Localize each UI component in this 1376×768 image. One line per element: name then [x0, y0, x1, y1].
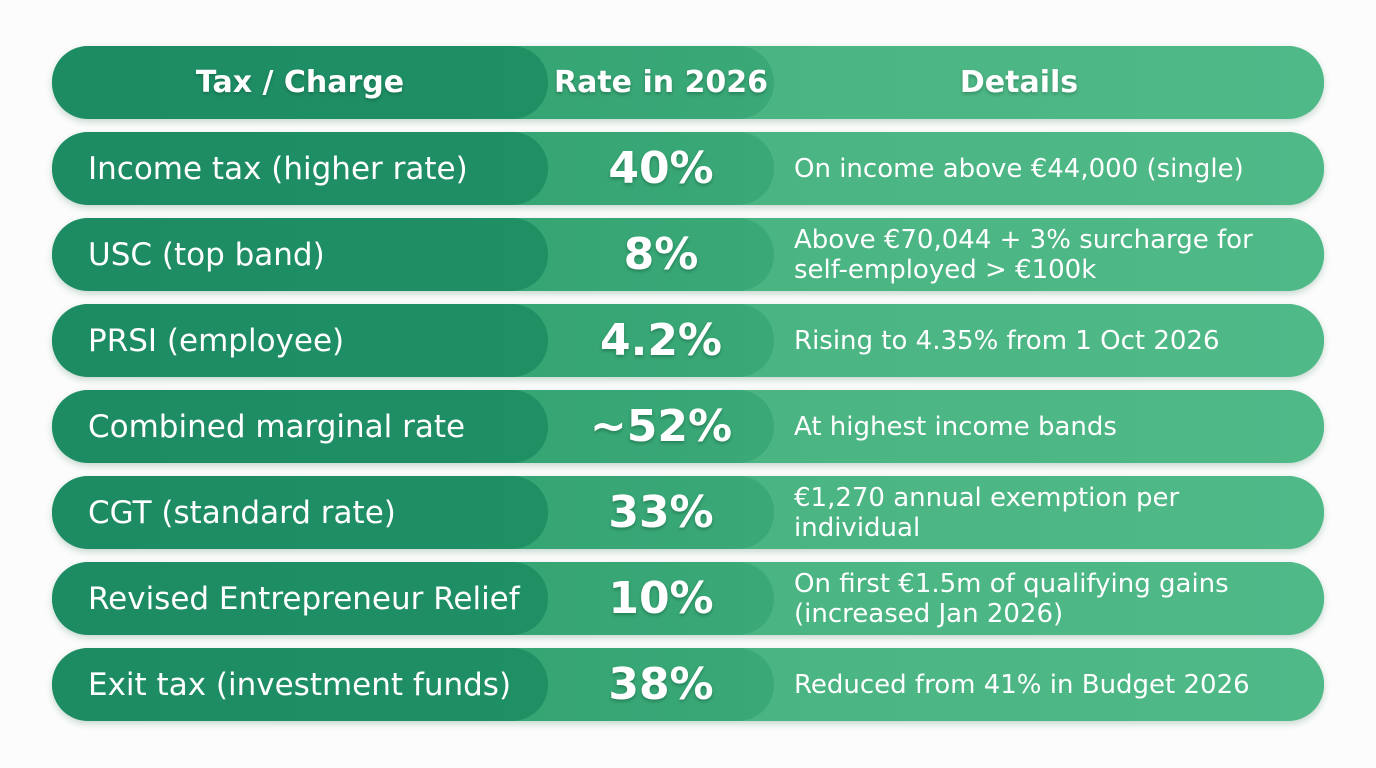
rate-cell: 38%: [512, 648, 774, 721]
table-row: USC (top band) 8% Above €70,044 + 3% sur…: [52, 218, 1324, 291]
details-cell: On income above €44,000 (single): [738, 132, 1324, 205]
table-row: Revised Entrepreneur Relief 10% On first…: [52, 562, 1324, 635]
table-row: Combined marginal rate ~52% At highest i…: [52, 390, 1324, 463]
table-row: Exit tax (investment funds) 38% Reduced …: [52, 648, 1324, 721]
tax-name-cell: USC (top band): [52, 218, 548, 291]
details-cell: Rising to 4.35% from 1 Oct 2026: [738, 304, 1324, 377]
rate-cell: 8%: [512, 218, 774, 291]
tax-name-cell: Revised Entrepreneur Relief: [52, 562, 548, 635]
tax-name-cell: Income tax (higher rate): [52, 132, 548, 205]
tax-name-cell: PRSI (employee): [52, 304, 548, 377]
rate-cell: 10%: [512, 562, 774, 635]
table-header-row: Tax / Charge Rate in 2026 Details: [52, 46, 1324, 119]
tax-rates-table: Tax / Charge Rate in 2026 Details Income…: [52, 46, 1324, 734]
details-cell: On first €1.5m of qualifying gains (incr…: [738, 562, 1324, 635]
rate-cell: 4.2%: [512, 304, 774, 377]
details-cell: Reduced from 41% in Budget 2026: [738, 648, 1324, 721]
details-cell: €1,270 annual exemption per individual: [738, 476, 1324, 549]
tax-name-cell: CGT (standard rate): [52, 476, 548, 549]
header-details: Details: [738, 46, 1324, 119]
header-rate: Rate in 2026: [512, 46, 774, 119]
table-row: Income tax (higher rate) 40% On income a…: [52, 132, 1324, 205]
tax-name-cell: Combined marginal rate: [52, 390, 548, 463]
details-cell: Above €70,044 + 3% surcharge for self-em…: [738, 218, 1324, 291]
table-row: CGT (standard rate) 33% €1,270 annual ex…: [52, 476, 1324, 549]
rate-cell: 33%: [512, 476, 774, 549]
table-row: PRSI (employee) 4.2% Rising to 4.35% fro…: [52, 304, 1324, 377]
details-cell: At highest income bands: [738, 390, 1324, 463]
rate-cell: 40%: [512, 132, 774, 205]
tax-name-cell: Exit tax (investment funds): [52, 648, 548, 721]
header-tax-charge: Tax / Charge: [52, 46, 548, 119]
rate-cell: ~52%: [512, 390, 774, 463]
